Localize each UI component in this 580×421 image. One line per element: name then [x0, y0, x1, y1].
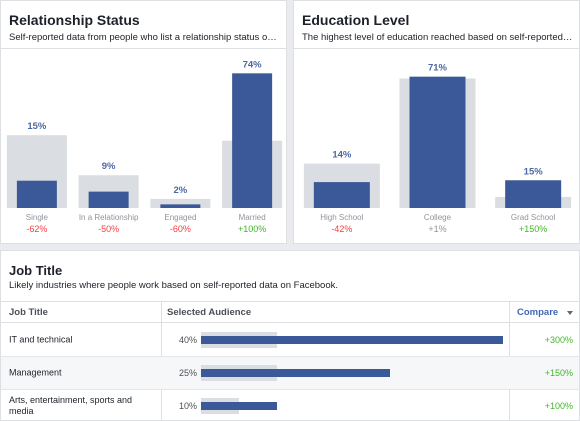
relationship-status-chart: 15% Single -62% 9% In a Relationship -50% 2% En… — [6, 59, 283, 234]
job-title-cell: Management — [9, 367, 62, 378]
value-label-single: 15% — [27, 121, 47, 132]
relationship-status-panel: Relationship Status Self-reported data f… — [0, 0, 287, 244]
category-label-grad-school: Grad School — [511, 213, 556, 222]
selected-bar-married — [232, 73, 273, 208]
job-title-subtitle: Likely industries where people work base… — [9, 280, 338, 291]
category-label-engaged: Engaged — [164, 213, 196, 222]
panel-divider — [294, 48, 579, 49]
category-label-in-a-relationship: In a Relationship — [79, 213, 139, 222]
change-label-married: +100% — [238, 224, 266, 234]
selected-bar-engaged — [160, 204, 201, 208]
value-label-engaged: 2% — [174, 185, 188, 196]
job-table-header: Job Title Selected Audience Compare — [1, 301, 579, 323]
selected-bar-management — [201, 369, 390, 377]
change-label-it-and-technical: +300% — [544, 335, 573, 345]
education-level-title: Education Level — [302, 12, 410, 28]
selected-bar-arts-entertainment-sports-and-media — [201, 402, 277, 410]
selected-bar-in-a-relationship — [88, 191, 129, 208]
selected-bar-it-and-technical — [201, 336, 503, 344]
job-title-cell: IT and technical — [9, 334, 73, 345]
baseline-bar-engaged — [150, 198, 211, 208]
change-label-in-a-relationship: -50% — [98, 224, 119, 234]
job-title-panel: Job Title Likely industries where people… — [0, 250, 580, 421]
category-label-single: Single — [26, 213, 49, 222]
category-label-college: College — [424, 213, 452, 222]
chevron-down-icon — [567, 311, 573, 315]
column-header-selected-audience: Selected Audience — [167, 307, 252, 318]
value-label-it-and-technical: 40% — [178, 335, 197, 345]
category-label-high-school: High School — [320, 213, 363, 222]
value-label-management: 25% — [178, 368, 197, 378]
relationship-status-title: Relationship Status — [9, 12, 140, 28]
change-label-high-school: -42% — [331, 224, 352, 234]
job-title-heading: Job Title — [9, 263, 63, 278]
education-level-subtitle: The highest level of education reached b… — [302, 32, 574, 43]
column-header-job-title: Job Title — [9, 307, 48, 318]
education-level-chart: 14% High School -42% 71% College +1% 15% Grad S… — [303, 63, 572, 234]
change-label-grad-school: +150% — [519, 224, 547, 234]
table-row: Arts, entertainment, sports and media 10%… — [1, 390, 579, 420]
table-row: IT and technical 40% +300% — [1, 324, 579, 357]
selected-bar-grad-school — [505, 180, 562, 208]
table-row: Management 25% +150% — [1, 357, 579, 390]
value-label-college: 71% — [428, 63, 448, 74]
category-label-married: Married — [239, 213, 266, 222]
value-label-in-a-relationship: 9% — [102, 161, 116, 172]
change-label-college: +1% — [428, 224, 446, 234]
change-label-management: +150% — [544, 368, 573, 378]
value-label-high-school: 14% — [332, 150, 352, 161]
compare-dropdown[interactable]: Compare — [509, 302, 579, 322]
selected-bar-single — [16, 180, 57, 208]
value-label-grad-school: 15% — [524, 166, 544, 177]
compare-dropdown-label: Compare — [517, 307, 559, 318]
job-title-cell: Arts, entertainment, sports and media — [9, 395, 133, 416]
education-level-panel: Education Level The highest level of edu… — [293, 0, 580, 244]
selected-bar-high-school — [313, 182, 370, 208]
panel-divider — [1, 48, 286, 49]
selected-bar-college — [409, 76, 466, 209]
value-label-married: 74% — [243, 59, 263, 70]
relationship-status-subtitle: Self-reported data from people who list … — [9, 32, 281, 43]
value-label-arts-entertainment-sports-and-media: 10% — [178, 401, 197, 411]
change-label-single: -62% — [26, 224, 47, 234]
change-label-arts-entertainment-sports-and-media: +100% — [544, 401, 573, 411]
change-label-engaged: -60% — [170, 224, 191, 234]
